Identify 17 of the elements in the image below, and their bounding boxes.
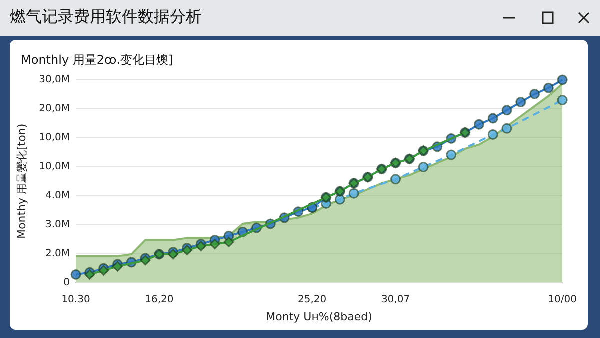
text: 20,0M: [39, 104, 70, 115]
chart-title: 燃气记录费用软件数据分析: [10, 7, 202, 28]
chart-subtitle: Monthly 用量2ꝏ.变化目燠]: [21, 52, 174, 69]
text: 30,0M: [39, 74, 70, 86]
y-axis-title: Monthy 用量變化[ton): [15, 124, 28, 239]
x-tick-label: 10.30: [62, 294, 90, 306]
text: 4.0M: [45, 190, 70, 202]
x-tick-label: 16,20: [145, 294, 174, 306]
text: 0: [64, 277, 70, 288]
text: 3.0M: [45, 219, 70, 230]
x-axis-title: Monty Uн%(8baed): [266, 310, 372, 324]
x-tick-label: 10/00: [548, 294, 578, 306]
text: 10,0M: [39, 132, 70, 144]
x-tick-label: 25,20: [298, 294, 327, 306]
text: 2.0M: [45, 248, 70, 260]
text: 10,0M: [39, 162, 70, 173]
x-tick-label: 30,07: [381, 294, 410, 306]
